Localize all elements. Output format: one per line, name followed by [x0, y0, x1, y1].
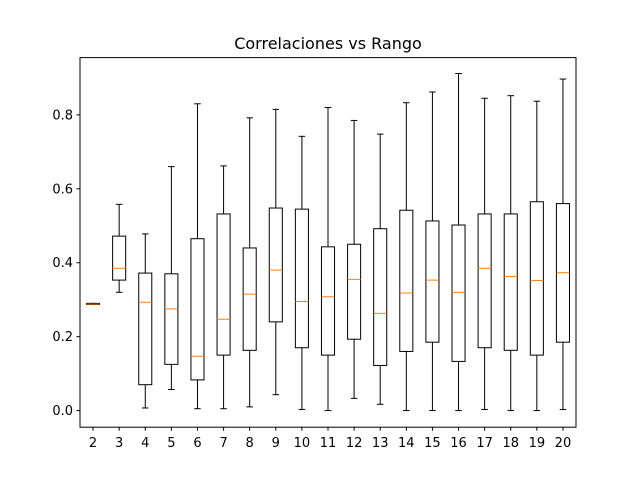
y-tick-label: 0.2 [52, 330, 73, 345]
box-18 [503, 95, 518, 412]
x-tick-label: 14 [398, 436, 415, 451]
box-11 [320, 106, 336, 412]
x-tick-label: 20 [555, 436, 572, 451]
box-6 [190, 103, 205, 410]
x-tick-label: 7 [219, 436, 227, 451]
box-7 [216, 165, 231, 410]
x-tick-label: 16 [450, 436, 467, 451]
box-5 [164, 166, 179, 391]
axes: 0.0 0.2 0.4 0.6 0.8 2 3 4 5 6 7 8 9 10 11 12 13 14 15 16 17 1… [52, 57, 577, 451]
box-17 [477, 97, 492, 410]
box-2 [86, 302, 101, 305]
box-iqr [529, 201, 544, 356]
box-4 [138, 233, 153, 409]
box-19 [529, 100, 544, 412]
box-13 [373, 133, 388, 405]
x-tick-label: 19 [529, 436, 546, 451]
box-iqr [294, 208, 309, 349]
box-20 [555, 78, 570, 410]
box-iqr [242, 247, 257, 351]
box-15 [425, 91, 440, 412]
x-tick-label: 15 [424, 436, 441, 451]
box-iqr [373, 228, 388, 366]
box-iqr [320, 246, 336, 356]
y-tick-label: 0.4 [52, 256, 73, 271]
box-iqr [451, 224, 466, 362]
box-9 [268, 108, 283, 396]
y-tick-label: 0.0 [52, 404, 73, 419]
box-8 [242, 117, 257, 408]
x-tick-label: 4 [141, 436, 149, 451]
box-3 [112, 203, 127, 293]
x-tick-label: 9 [272, 436, 280, 451]
box-iqr [399, 209, 414, 352]
box-14 [399, 102, 414, 412]
box-iqr [216, 213, 231, 356]
chart-title: Correlaciones vs Rango [234, 34, 422, 53]
box-iqr [112, 235, 127, 281]
box-12 [347, 119, 362, 399]
box-10 [294, 135, 309, 410]
x-tick-label: 11 [320, 436, 337, 451]
x-tick-label: 18 [502, 436, 519, 451]
x-tick-label: 12 [346, 436, 363, 451]
box-16 [451, 72, 466, 412]
box-iqr [190, 238, 205, 381]
box-iqr [164, 273, 179, 365]
x-tick-label: 10 [294, 436, 311, 451]
y-tick-label: 0.8 [52, 108, 73, 123]
x-tick-label: 13 [372, 436, 389, 451]
box-iqr [268, 207, 283, 323]
box-iqr [503, 213, 518, 351]
box-iqr [138, 272, 153, 386]
x-tick-label: 2 [89, 436, 97, 451]
box-iqr [425, 220, 440, 343]
x-tick-label: 3 [115, 436, 123, 451]
x-tick-label: 17 [476, 436, 493, 451]
x-tick-label: 5 [167, 436, 175, 451]
box-iqr [477, 213, 492, 349]
x-tick-label: 8 [246, 436, 254, 451]
plot-area [86, 72, 570, 412]
y-tick-label: 0.6 [52, 182, 73, 197]
box-iqr [347, 243, 362, 340]
x-tick-label: 6 [193, 436, 201, 451]
